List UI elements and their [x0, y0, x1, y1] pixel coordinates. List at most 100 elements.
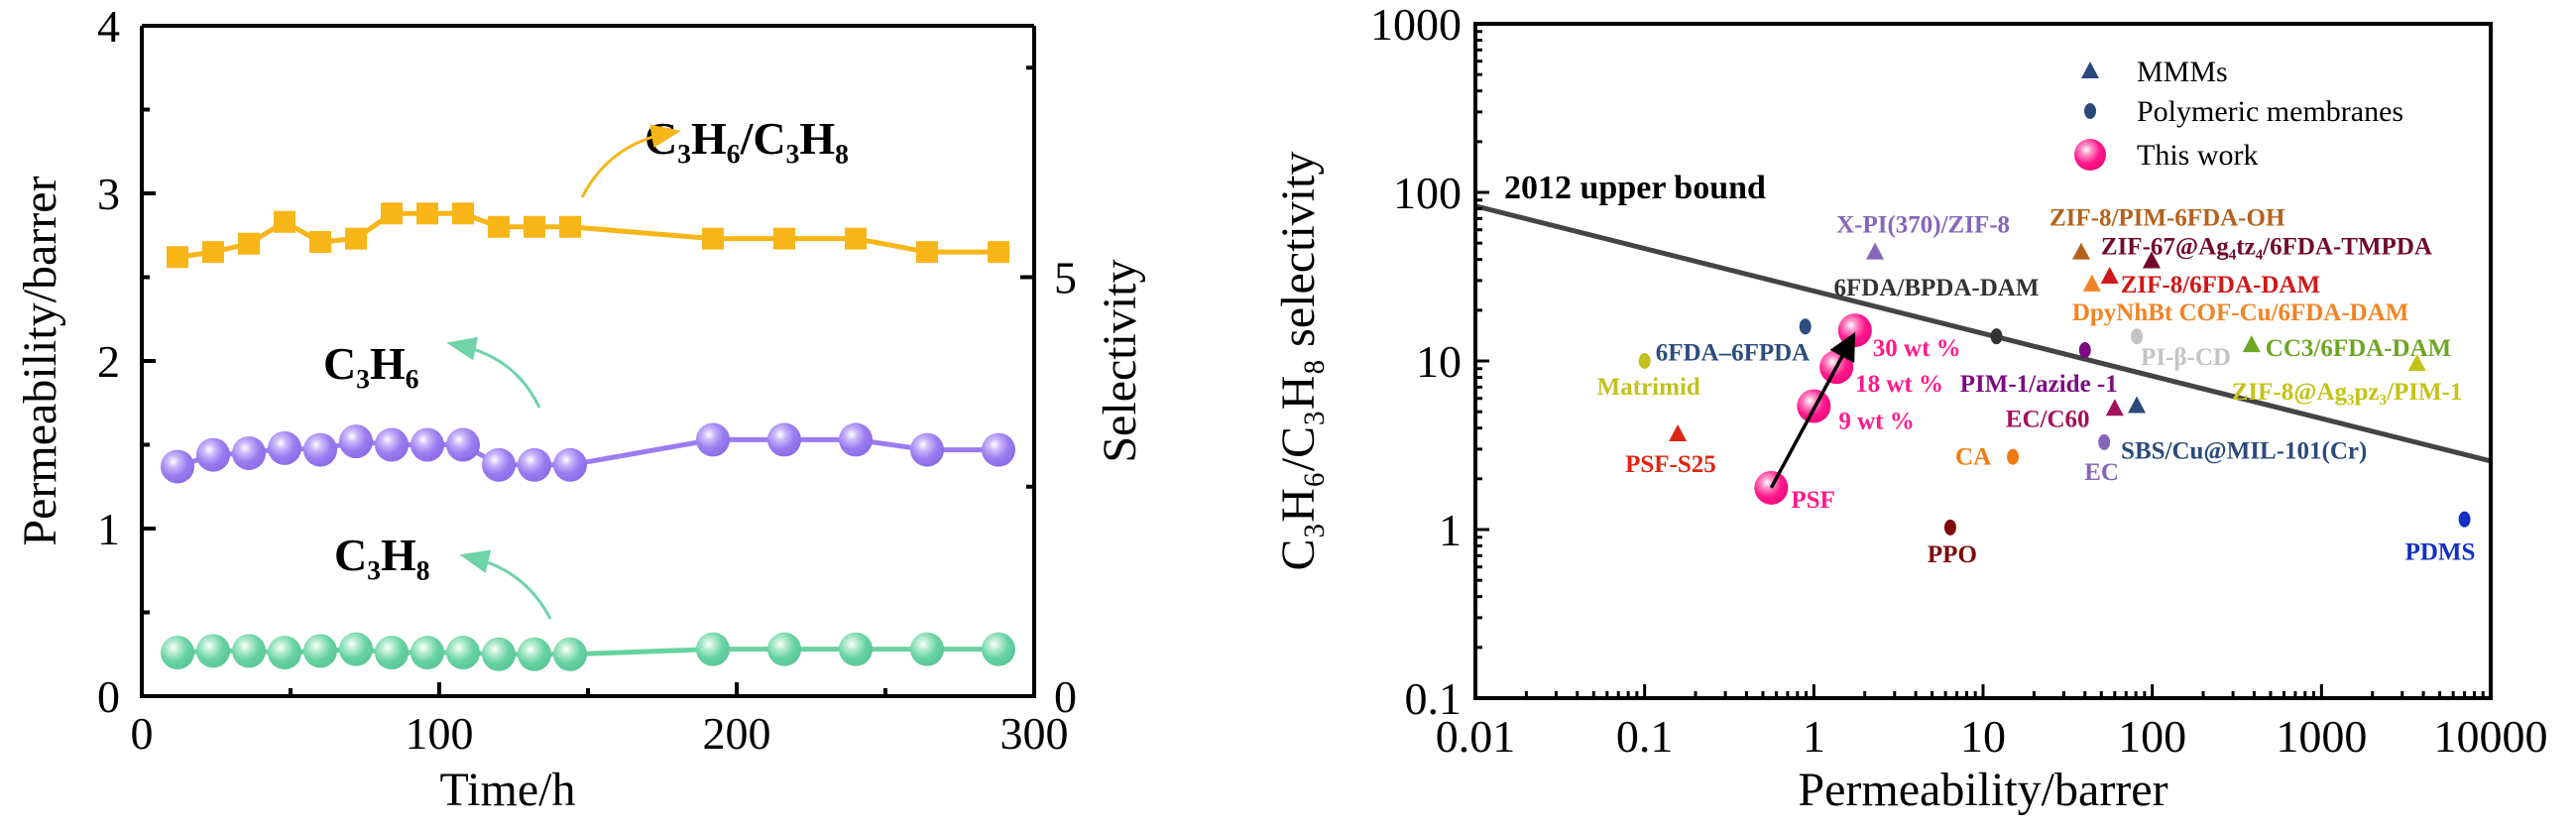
point-label: ZIF-8@Ag₃pz₃/PIM-1 — [2232, 379, 2463, 406]
x-tick-label: 0.01 — [1436, 711, 1516, 762]
mmm-triangle-marker — [2100, 267, 2119, 285]
point-label: 6FDA/BPDA-DAM — [1834, 275, 2040, 301]
point-label: Matrimid — [1597, 374, 1700, 401]
legend-triangle-icon — [2081, 61, 2099, 78]
data-point-square — [274, 210, 295, 233]
annotation-c3h8: C₃H₈ — [334, 530, 430, 580]
data-point-square — [773, 227, 795, 250]
x-tick-label: 10000 — [2434, 711, 2548, 762]
y-tick-label: 3 — [97, 169, 120, 219]
points-layer: X-PI(370)/ZIF-8 ZIF-8/PIM-6FDA-OHZIF-67@A… — [1597, 205, 2476, 568]
data-point-sphere — [839, 422, 873, 457]
annotation-c3h6: C₃H₆ — [323, 338, 419, 389]
legend-circle-icon — [2084, 103, 2096, 119]
data-point-sphere — [339, 632, 373, 666]
data-point-square — [559, 215, 581, 238]
upper-bound-line — [1474, 203, 2492, 464]
arrow-selectivity-icon — [580, 124, 681, 198]
data-point-sphere — [982, 432, 1015, 467]
x-tick-label: 1 — [1803, 711, 1825, 762]
arrow-c3h8-icon — [459, 549, 552, 620]
this-work-marker — [1837, 313, 1872, 348]
data-point-sphere — [196, 437, 230, 472]
y2-tick-label: 5 — [1054, 253, 1077, 303]
robeson-plot: 2012 upper bound X-PI(370)/ZIF-8 ZIF-8/PI… — [1272, 0, 2548, 816]
data-point-square — [452, 202, 474, 225]
data-point-sphere — [553, 637, 587, 671]
data-point-sphere — [268, 636, 301, 670]
data-point-sphere — [375, 636, 409, 670]
point-label: X-PI(370)/ZIF-8 — [1836, 212, 2010, 239]
y-tick-label: 2 — [97, 336, 120, 387]
x-tick-label: 0.1 — [1616, 711, 1674, 762]
mmm-triangle-marker — [2071, 242, 2090, 260]
data-point-sphere — [339, 424, 373, 459]
data-point-square — [309, 231, 331, 254]
data-point-sphere — [696, 632, 730, 666]
y-tick-label: 1 — [97, 504, 120, 554]
data-point-sphere — [446, 427, 480, 462]
x-tick-label: 100 — [2118, 711, 2186, 762]
polymer-circle-marker — [2098, 433, 2111, 450]
polymer-circle-marker — [2131, 328, 2144, 345]
y-tick-label: 4 — [97, 1, 120, 52]
mmm-triangle-marker — [2082, 274, 2101, 292]
y-tick-label: 10 — [1416, 336, 1462, 387]
polymer-circle-marker — [1799, 318, 1812, 335]
data-point-sphere — [161, 449, 194, 484]
point-label: ZIF-67@Ag₄tz₄/6FDA-TMPDA — [2101, 234, 2432, 261]
data-point-sphere — [910, 432, 944, 467]
y-tick-label: 0 — [97, 671, 120, 722]
point-label: CC3/6FDA-DAM — [2266, 335, 2451, 362]
data-point-square — [381, 202, 403, 225]
data-point-sphere — [982, 632, 1015, 666]
data-point-sphere — [303, 432, 337, 467]
x-tick-label: 100 — [406, 708, 474, 759]
data-point-sphere — [696, 422, 730, 457]
x-tick-label: 0 — [131, 708, 154, 759]
data-point-sphere — [482, 637, 516, 671]
y-tick-label: 1 — [1439, 505, 1462, 555]
series-layer — [161, 202, 1015, 671]
data-point-sphere — [518, 447, 551, 482]
point-label: PIM-1/azide -1 — [1960, 371, 2118, 398]
data-point-square — [345, 227, 367, 250]
mmm-triangle-marker — [2407, 354, 2426, 372]
mmm-triangle-marker — [1669, 424, 1688, 442]
data-point-sphere — [839, 632, 873, 666]
polymer-circle-marker — [2458, 511, 2471, 528]
data-point-sphere — [446, 636, 480, 670]
data-point-sphere — [553, 447, 587, 482]
polymer-circle-marker — [2078, 342, 2091, 359]
data-point-sphere — [232, 435, 266, 470]
legend-label: MMMs — [2137, 56, 2228, 88]
y-axis-title: C₃H₆/C₃H₈ selectivity — [1272, 152, 1325, 571]
data-point-square — [988, 241, 1009, 264]
x-tick-label: 10 — [1960, 711, 2006, 762]
point-label: PSF — [1791, 487, 1834, 514]
x-tick-label: 1000 — [2276, 711, 2367, 762]
point-label: CA — [1955, 444, 1991, 471]
mmm-triangle-marker — [2128, 396, 2147, 414]
data-point-sphere — [410, 427, 444, 462]
data-point-sphere — [767, 632, 801, 666]
data-point-sphere — [482, 447, 516, 482]
point-label: DpyNhBt COF-Cu/6FDA-DAM — [2072, 299, 2409, 326]
point-label: 30 wt % — [1873, 335, 1961, 362]
point-label: EC/C60 — [2006, 406, 2090, 432]
point-label: 18 wt % — [1855, 371, 1943, 398]
data-point-sphere — [375, 427, 409, 462]
polymer-circle-marker — [1990, 328, 2003, 345]
legend-label: This work — [2137, 139, 2259, 172]
y-tick-label: 0.1 — [1405, 673, 1463, 724]
point-label: PDMS — [2405, 539, 2476, 566]
x-tick-label: 200 — [703, 708, 771, 759]
data-point-sphere — [767, 422, 801, 457]
y-tick-label: 100 — [1393, 168, 1462, 218]
series-line-0 — [176, 210, 998, 260]
y2-axis-title: Selectivity — [1094, 259, 1146, 462]
data-point-square — [202, 241, 224, 264]
